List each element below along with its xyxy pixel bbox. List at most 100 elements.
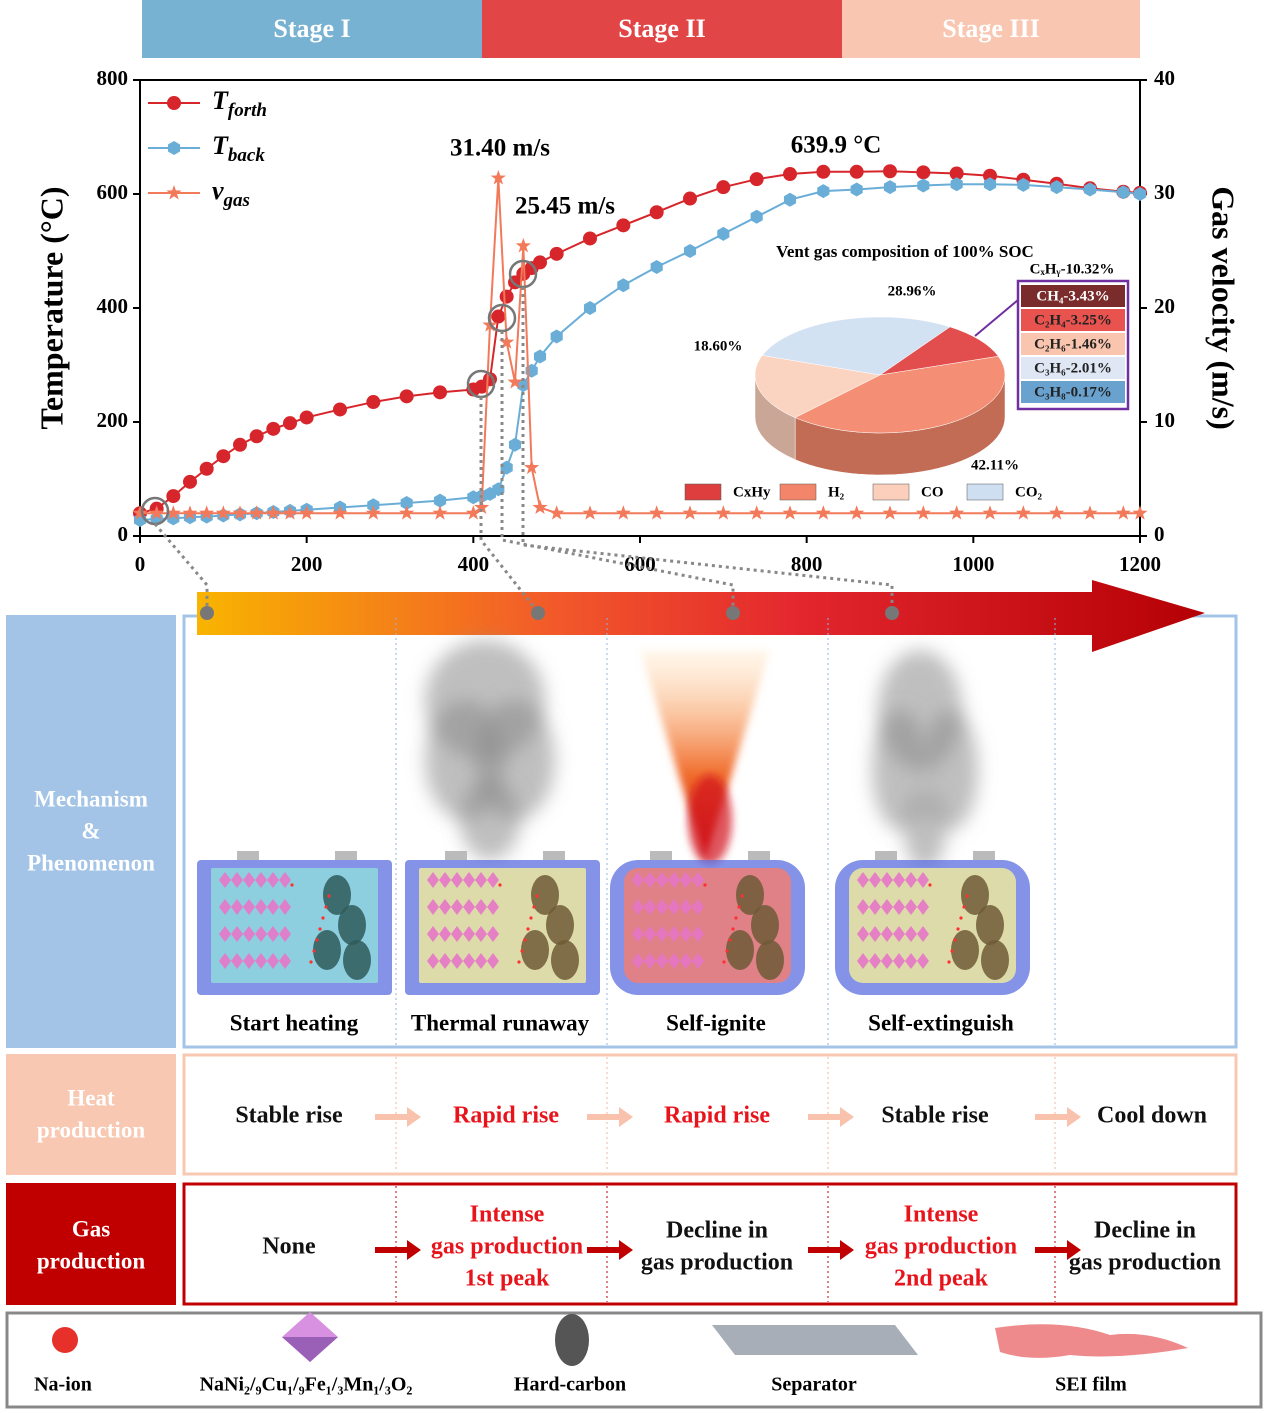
na-ion (928, 883, 932, 887)
gas-step: 1st peak (465, 1266, 550, 1292)
flow-arrow (808, 1107, 854, 1127)
heat-step: Cool down (1097, 1103, 1207, 1129)
heat-step: Stable rise (881, 1103, 989, 1129)
marker (983, 168, 997, 183)
carbon (736, 875, 764, 915)
na-ion (498, 883, 502, 887)
cathode-crystal (279, 899, 291, 915)
cathode-crystal (905, 899, 917, 915)
cathode-crystal (267, 926, 279, 942)
tab (748, 851, 770, 860)
na-ion (318, 927, 322, 931)
marker (683, 191, 697, 206)
marker (583, 301, 597, 315)
cathode-crystal (644, 872, 656, 888)
marker (333, 402, 347, 417)
marker (550, 329, 563, 344)
stage-label: Stage II (618, 14, 705, 43)
stage-band (142, 0, 482, 58)
cathode-crystal (219, 953, 231, 969)
x-tick-label: 1200 (1119, 552, 1161, 576)
y2-tick-label: 30 (1154, 180, 1175, 204)
cathode-crystal (668, 899, 680, 915)
na-ion (956, 927, 960, 931)
marker (817, 184, 830, 199)
breakdown-connector (974, 299, 1019, 337)
legend-name: T (212, 131, 229, 160)
na-ion (947, 960, 951, 964)
marker (433, 493, 447, 508)
cathode-crystal (427, 899, 439, 915)
cathode-crystal (439, 926, 451, 942)
marker (815, 505, 831, 520)
cathode-crystal (680, 953, 692, 969)
marker (232, 505, 248, 520)
y-tick-label: 400 (97, 294, 129, 318)
cathode-crystal (475, 953, 487, 969)
connector (153, 523, 209, 612)
carbon (976, 905, 1004, 945)
cathode-crystal (857, 926, 869, 942)
cathode-crystal (255, 953, 267, 969)
cathode-crystal (869, 872, 881, 888)
breakdown-cell (1021, 357, 1125, 379)
cathode-crystal (905, 953, 917, 969)
cathode-crystal (905, 926, 917, 942)
marker (882, 505, 898, 520)
smoke (460, 780, 520, 860)
row-label: Phenomenon (27, 850, 155, 875)
marker (199, 461, 214, 476)
cathode-crystal (487, 872, 499, 888)
marker (1050, 180, 1063, 195)
cathode-crystal (427, 872, 439, 888)
cathode-crystal (231, 872, 243, 888)
na-ion (965, 894, 969, 898)
marker (917, 178, 930, 193)
gas-step: None (262, 1234, 316, 1260)
legend-item-label: Hard-carbon (514, 1374, 626, 1396)
marker (249, 429, 264, 444)
marker (465, 505, 481, 520)
marker (1017, 177, 1030, 192)
cathode-crystal (463, 899, 475, 915)
carbon (323, 875, 351, 915)
marker (549, 505, 565, 520)
marker (916, 165, 931, 180)
cathode-crystal (692, 872, 704, 888)
tab (237, 851, 259, 860)
marker (982, 505, 998, 520)
na-ion (731, 927, 735, 931)
cathode-crystal (680, 872, 692, 888)
cathode-crystal (881, 899, 893, 915)
cathode-crystal (279, 872, 291, 888)
row-label: Gas (72, 1216, 110, 1241)
carbon (751, 905, 779, 945)
na-ion (312, 949, 316, 953)
pie-slice (754, 355, 881, 418)
marker (617, 278, 630, 293)
na-ion (526, 927, 530, 931)
x-tick-label: 1000 (952, 552, 994, 576)
marker (499, 289, 514, 304)
gas-step: Decline in (1094, 1218, 1196, 1244)
breakdown-label: C₂H₄-3.25% (1034, 312, 1112, 328)
flow-arrow (375, 1107, 421, 1127)
cathode-crystal (267, 953, 279, 969)
marker (283, 416, 297, 431)
cathode-crystal (917, 872, 929, 888)
marker (199, 505, 215, 520)
timeline-dot (531, 606, 545, 620)
cathode-crystal (632, 926, 644, 942)
na-ion (520, 949, 524, 953)
pie-legend-swatch (779, 483, 817, 501)
cathode-crystal (857, 872, 869, 888)
connector (479, 397, 540, 613)
legend-label: Tback (212, 131, 265, 166)
cathode-crystal (255, 926, 267, 942)
marker (166, 185, 182, 200)
marker (524, 459, 540, 475)
na-ion (309, 960, 313, 964)
marker (616, 218, 631, 233)
marker (132, 505, 148, 520)
